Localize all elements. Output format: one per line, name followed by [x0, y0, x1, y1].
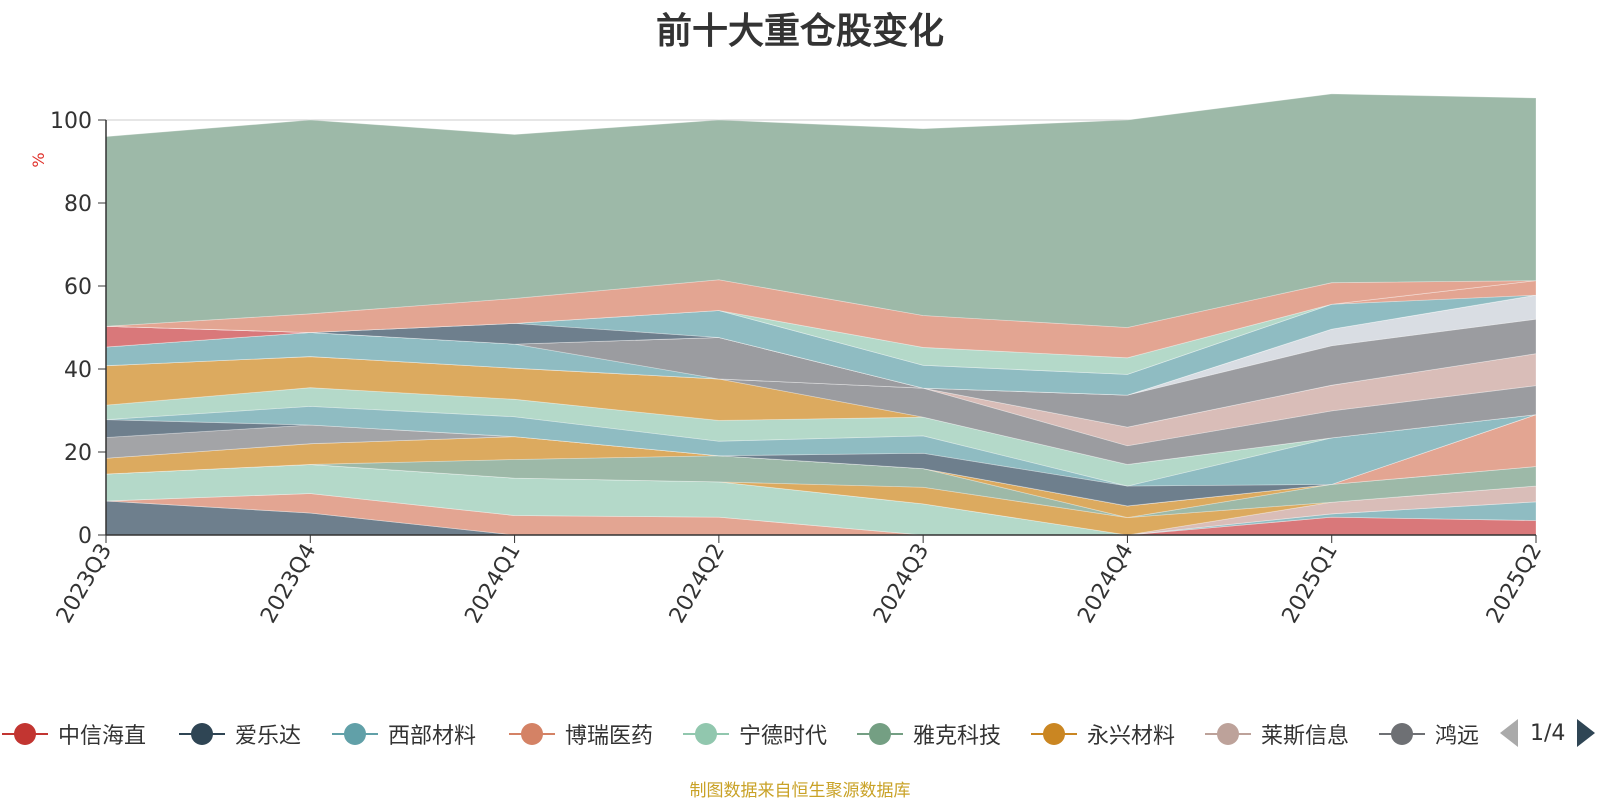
x-tick-label: 2024Q4: [1073, 540, 1138, 628]
legend-marker-icon: [509, 723, 555, 745]
area-series-9: [105, 436, 1537, 518]
legend-marker-icon: [332, 723, 378, 745]
legend-marker-icon: [683, 723, 729, 745]
x-tick-label: 2024Q1: [460, 540, 525, 628]
legend-item[interactable]: 西部材料: [330, 714, 476, 754]
legend: 中信海直 爱乐达 西部材料 博瑞医药 宁德时代 雅克科技 永兴材料 莱斯信息 鸿远电子: [0, 714, 1480, 754]
pager-page-indicator: 1/4: [1530, 720, 1566, 746]
pager-prev-arrow-icon[interactable]: [1500, 719, 1518, 747]
legend-label: 爱乐达: [235, 724, 302, 749]
y-tick-label: 20: [64, 441, 92, 466]
x-tick-label: 2024Q2: [665, 540, 730, 628]
source-note: 制图数据来自恒生聚源数据库: [689, 781, 911, 801]
legend-label: 雅克科技: [913, 724, 1002, 749]
area-series-27: [105, 93, 1537, 328]
y-tick-label: 40: [64, 358, 92, 383]
y-axis-unit: %: [29, 152, 48, 167]
legend-pager: 1/4: [1500, 718, 1596, 748]
y-tick-label: 80: [64, 192, 92, 217]
area-series-4: [105, 493, 1537, 536]
legend-item[interactable]: 永兴材料: [1029, 714, 1175, 754]
legend-label: 鸿远电子: [1435, 724, 1480, 749]
legend-item[interactable]: 鸿远电子: [1377, 714, 1480, 754]
area-series-17: [105, 353, 1537, 447]
area-series-15: [105, 356, 1537, 465]
area-series-16: [105, 356, 1537, 465]
legend-item[interactable]: 中信海直: [0, 714, 146, 754]
stacked-areas[interactable]: [105, 93, 1537, 536]
chart-title: 前十大重仓股变化: [655, 11, 944, 52]
legend-marker-icon: [1379, 723, 1425, 745]
legend-label: 永兴材料: [1087, 724, 1176, 749]
x-tick-label: 2023Q3: [52, 540, 117, 628]
legend-label: 宁德时代: [739, 724, 828, 749]
pager-next-arrow-icon[interactable]: [1577, 719, 1596, 747]
legend-marker-icon: [857, 723, 903, 745]
legend-label: 中信海直: [58, 724, 147, 749]
legend-marker-icon: [2, 723, 48, 745]
legend-label: 西部材料: [388, 724, 477, 749]
x-tick-label: 2025Q2: [1482, 540, 1547, 628]
legend-label: 博瑞医药: [565, 724, 654, 749]
legend-marker-icon: [1031, 723, 1077, 745]
y-tick-label: 100: [50, 109, 92, 134]
legend-item[interactable]: 博瑞医药: [507, 714, 653, 754]
area-series-14: [105, 387, 1537, 487]
legend-label: 莱斯信息: [1261, 724, 1350, 749]
x-tick-label: 2024Q3: [869, 540, 934, 628]
legend-item[interactable]: 宁德时代: [681, 714, 827, 754]
legend-item[interactable]: 爱乐达: [177, 714, 301, 754]
area-series-11: [105, 414, 1537, 507]
x-tick-label: 2025Q1: [1278, 540, 1343, 628]
y-tick-label: 0: [78, 524, 92, 549]
legend-item[interactable]: 莱斯信息: [1203, 714, 1349, 754]
area-series-5: [105, 464, 1537, 536]
legend-item[interactable]: 雅克科技: [855, 714, 1001, 754]
area-series-6: [105, 464, 1537, 536]
x-tick-label: 2023Q4: [256, 540, 321, 628]
legend-marker-icon: [179, 723, 225, 745]
y-tick-label: 60: [64, 275, 92, 300]
area-series-10: [105, 414, 1537, 507]
legend-marker-icon: [1205, 723, 1251, 745]
